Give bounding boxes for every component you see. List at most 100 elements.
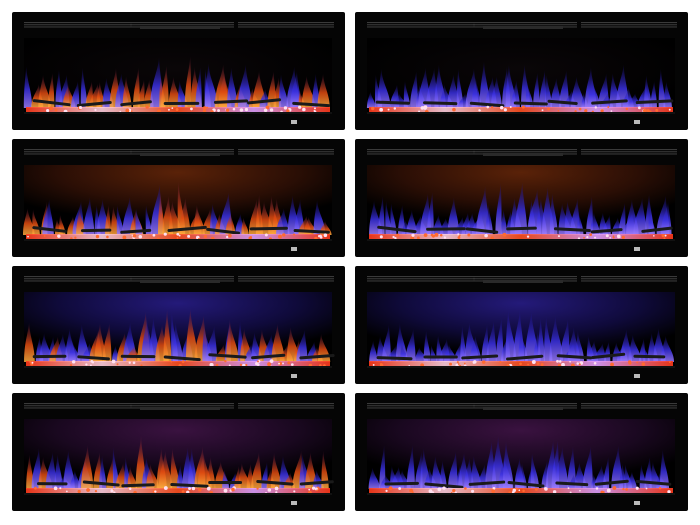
bottom-trim: [24, 239, 332, 241]
flame: [658, 68, 666, 108]
flame: [660, 201, 672, 235]
ember: [122, 235, 127, 240]
flame: [115, 462, 127, 489]
flame: [38, 74, 51, 108]
ember: [286, 109, 290, 113]
log: [547, 99, 578, 106]
ember: [600, 109, 604, 113]
log: [121, 483, 155, 488]
vent: [581, 22, 677, 28]
ember: [392, 235, 395, 239]
vent-slot: [238, 276, 334, 278]
ember: [452, 107, 456, 112]
flame: [369, 340, 378, 362]
ember: [457, 233, 460, 236]
vent-slot: [581, 407, 677, 409]
vent-slot: [238, 403, 334, 405]
vent: [24, 22, 132, 28]
ember: [34, 486, 37, 490]
log: [120, 354, 156, 359]
flame: [538, 317, 545, 362]
ember-bed: [26, 488, 330, 493]
control-strip: [483, 153, 563, 156]
ember: [145, 105, 149, 109]
flames: [26, 435, 334, 489]
ember: [164, 233, 167, 236]
flame: [505, 309, 517, 362]
ember: [481, 360, 486, 364]
flame: [379, 445, 386, 489]
ember: [181, 490, 185, 493]
ember-bed: [26, 234, 330, 239]
flame: [23, 208, 35, 235]
log: [465, 227, 499, 234]
flame: [137, 79, 145, 108]
flame: [146, 463, 160, 489]
ember: [379, 235, 383, 239]
flame: [628, 471, 637, 489]
ember: [215, 363, 219, 367]
ember: [31, 361, 34, 364]
flame: [644, 75, 652, 108]
ember: [267, 362, 272, 367]
log: [213, 99, 249, 104]
ember: [439, 233, 443, 237]
flame: [251, 452, 262, 489]
ember: [552, 490, 557, 494]
ember: [584, 109, 588, 113]
log: [506, 354, 544, 361]
ember: [396, 233, 400, 237]
vent: [238, 149, 334, 155]
ember: [372, 363, 375, 366]
flame: [549, 315, 564, 362]
vent-slot: [238, 149, 334, 151]
ember: [531, 360, 536, 364]
ember: [95, 234, 100, 239]
flame: [406, 445, 416, 489]
flame: [495, 183, 502, 235]
flame: [390, 203, 397, 235]
flame: [185, 308, 198, 362]
ember: [605, 234, 609, 238]
ember: [267, 488, 272, 492]
flame: [271, 323, 285, 362]
ember: [175, 107, 179, 111]
flame: [312, 73, 320, 108]
vent-slot: [24, 153, 132, 155]
ember: [287, 361, 291, 365]
flame: [70, 470, 81, 489]
ember: [416, 236, 420, 240]
ember: [231, 487, 235, 492]
flame: [225, 212, 236, 235]
ember: [239, 108, 244, 112]
flame: [296, 329, 308, 362]
ember: [202, 109, 207, 113]
flame: [525, 80, 534, 108]
ember: [569, 360, 571, 363]
flame: [173, 321, 184, 362]
ember: [594, 106, 597, 109]
log: [506, 226, 537, 231]
flame: [188, 447, 198, 489]
ember: [635, 486, 639, 490]
flame: [227, 67, 238, 108]
flame: [321, 450, 329, 489]
ember: [170, 360, 173, 363]
ember: [29, 360, 32, 364]
ember: [593, 361, 597, 365]
flame: [627, 93, 641, 108]
log: [590, 228, 623, 234]
ember: [452, 488, 456, 493]
log: [208, 481, 243, 485]
log: [170, 483, 209, 488]
flames: [368, 435, 672, 489]
flame: [460, 325, 467, 362]
ember: [423, 233, 428, 238]
vent: [238, 403, 334, 409]
ember: [586, 235, 589, 239]
ember: [245, 363, 248, 367]
log: [594, 479, 629, 486]
log: [591, 99, 628, 105]
